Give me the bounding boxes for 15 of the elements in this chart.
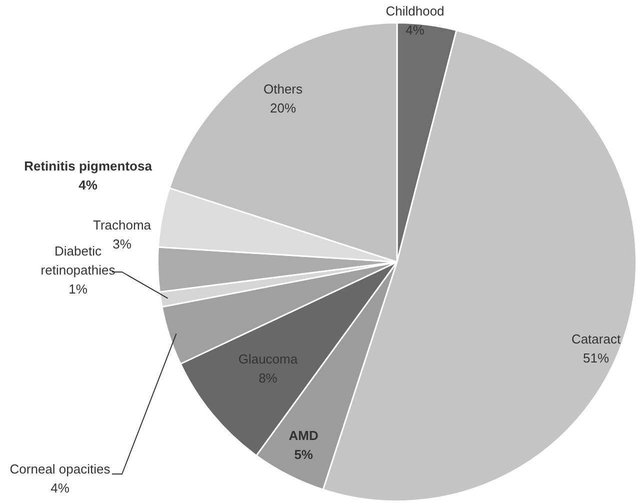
slice-label: AMD bbox=[288, 428, 318, 443]
data-label: 20% bbox=[270, 100, 296, 116]
slice-label: Corneal opacities bbox=[10, 462, 111, 477]
slice-label: Trachoma bbox=[92, 218, 152, 233]
slice-label: Others bbox=[263, 82, 304, 97]
data-label: 4% bbox=[406, 22, 425, 38]
data-label: 4% bbox=[50, 480, 70, 496]
data-label: 4% bbox=[78, 178, 98, 193]
data-label: 3% bbox=[112, 236, 132, 252]
slice-label: Childhood bbox=[386, 4, 444, 19]
data-label: 1% bbox=[68, 282, 88, 297]
slice-label: Retinitis pigmentosa bbox=[24, 158, 153, 174]
slice-label: Cataract bbox=[571, 332, 621, 347]
data-label: 51% bbox=[582, 350, 610, 366]
data-label: 5% bbox=[294, 446, 314, 462]
